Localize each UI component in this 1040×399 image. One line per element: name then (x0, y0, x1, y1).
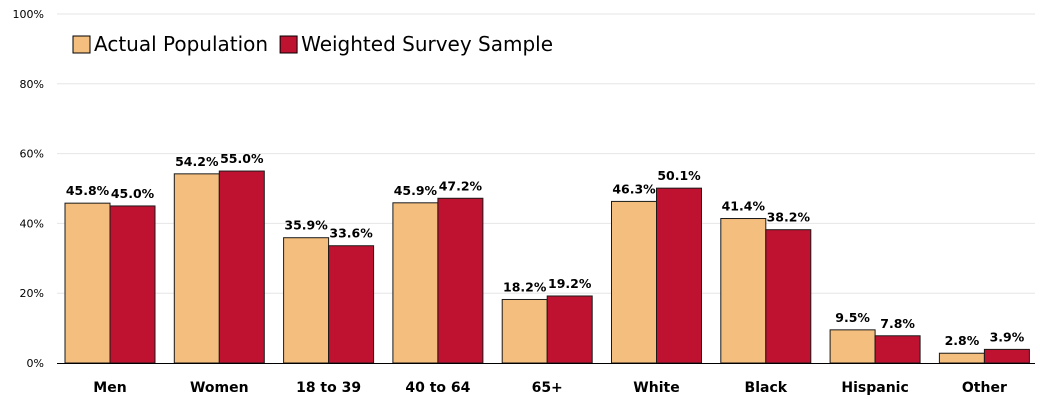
category-label-18-to-39: 18 to 39 (296, 380, 361, 396)
category-label-black: Black (745, 380, 788, 396)
y-tick-label-40: 40% (20, 217, 44, 230)
bar-weighted-survey-sample-men (109, 205, 156, 364)
y-tick-label-100: 100% (13, 8, 44, 21)
bar-actual-population-men (64, 202, 111, 364)
data-label-weighted-survey-sample-men: 45.0% (111, 186, 155, 201)
bar-weighted-survey-sample-other (983, 348, 1030, 364)
data-labels: 45.8% 45.0% 54.2% 55.0% 35.9%33.6% 45.9% 47.2%… (66, 151, 1025, 348)
data-label-actual-population-18-to-39: 35.9% (284, 218, 328, 233)
bar-weighted-survey-sample-65 (546, 295, 593, 364)
bar-actual-population-black (720, 218, 767, 364)
bar-actual-population-65 (501, 298, 548, 364)
bar-actual-population-white (611, 200, 657, 364)
data-label-actual-population-black: 41.4% (722, 199, 766, 214)
bar-weighted-survey-sample-white (656, 187, 702, 364)
bar-actual-population-hispanic (829, 329, 876, 364)
x-axis-categories: Men Women 18 to 39 40 to 64 65+ White Black His… (93, 380, 1007, 396)
legend-label-weighted-survey-sample: Weighted Survey Sample (301, 32, 553, 56)
legend-label-actual-population: Actual Population (94, 32, 268, 56)
data-label-weighted-survey-sample-women: 55.0% (220, 151, 264, 166)
legend-swatch-weighted-survey-sample (279, 35, 298, 54)
category-label-women: Women (190, 380, 249, 396)
bar-weighted-survey-sample-black (765, 229, 812, 364)
bar-weighted-survey-sample-hispanic (874, 335, 921, 364)
data-label-actual-population-white: 46.3% (612, 181, 656, 196)
category-label-hispanic: Hispanic (841, 380, 908, 396)
data-label-weighted-survey-sample-hispanic: 7.8% (880, 316, 915, 331)
category-label-65: 65+ (532, 380, 563, 396)
category-label-40-to-64: 40 to 64 (405, 380, 470, 396)
data-label-weighted-survey-sample-black: 38.2% (767, 210, 811, 225)
data-label-weighted-survey-sample-65: 19.2% (548, 276, 592, 291)
y-tick-label-20: 20% (20, 287, 44, 300)
category-label-men: Men (93, 380, 126, 396)
y-tick-label-60: 60% (20, 148, 44, 161)
legend: Actual Population Weighted Survey Sample (72, 32, 553, 56)
legend-swatch-actual-population (72, 35, 91, 54)
category-label-other: Other (962, 380, 1007, 396)
data-label-actual-population-other: 2.8% (945, 333, 980, 348)
bars (64, 170, 1030, 364)
bar-weighted-survey-sample-women (218, 170, 265, 364)
y-tick-label-80: 80% (20, 78, 44, 91)
bar-actual-population-18-to-39 (283, 237, 330, 364)
data-label-actual-population-65: 18.2% (503, 279, 547, 294)
bar-actual-population-women (173, 173, 220, 364)
data-label-actual-population-women: 54.2% (175, 154, 219, 169)
bar-actual-population-other (938, 352, 985, 364)
data-label-weighted-survey-sample-18-to-39: 33.6% (329, 226, 373, 241)
bar-weighted-survey-sample-40-to-64 (437, 197, 484, 364)
data-label-actual-population-men: 45.8% (66, 183, 110, 198)
data-label-weighted-survey-sample-other: 3.9% (990, 329, 1025, 344)
data-label-actual-population-40-to-64: 45.9% (394, 183, 438, 198)
data-label-weighted-survey-sample-40-to-64: 47.2% (439, 178, 483, 193)
bar-actual-population-40-to-64 (392, 202, 439, 364)
y-axis-ticks: 0% 20% 40% 60% 80% 100% (13, 8, 44, 370)
category-label-white: White (633, 380, 679, 396)
data-label-weighted-survey-sample-white: 50.1% (657, 168, 701, 183)
data-label-actual-population-hispanic: 9.5% (835, 310, 870, 325)
bar-weighted-survey-sample-18-to-39 (328, 245, 375, 364)
y-tick-label-0: 0% (27, 357, 44, 370)
